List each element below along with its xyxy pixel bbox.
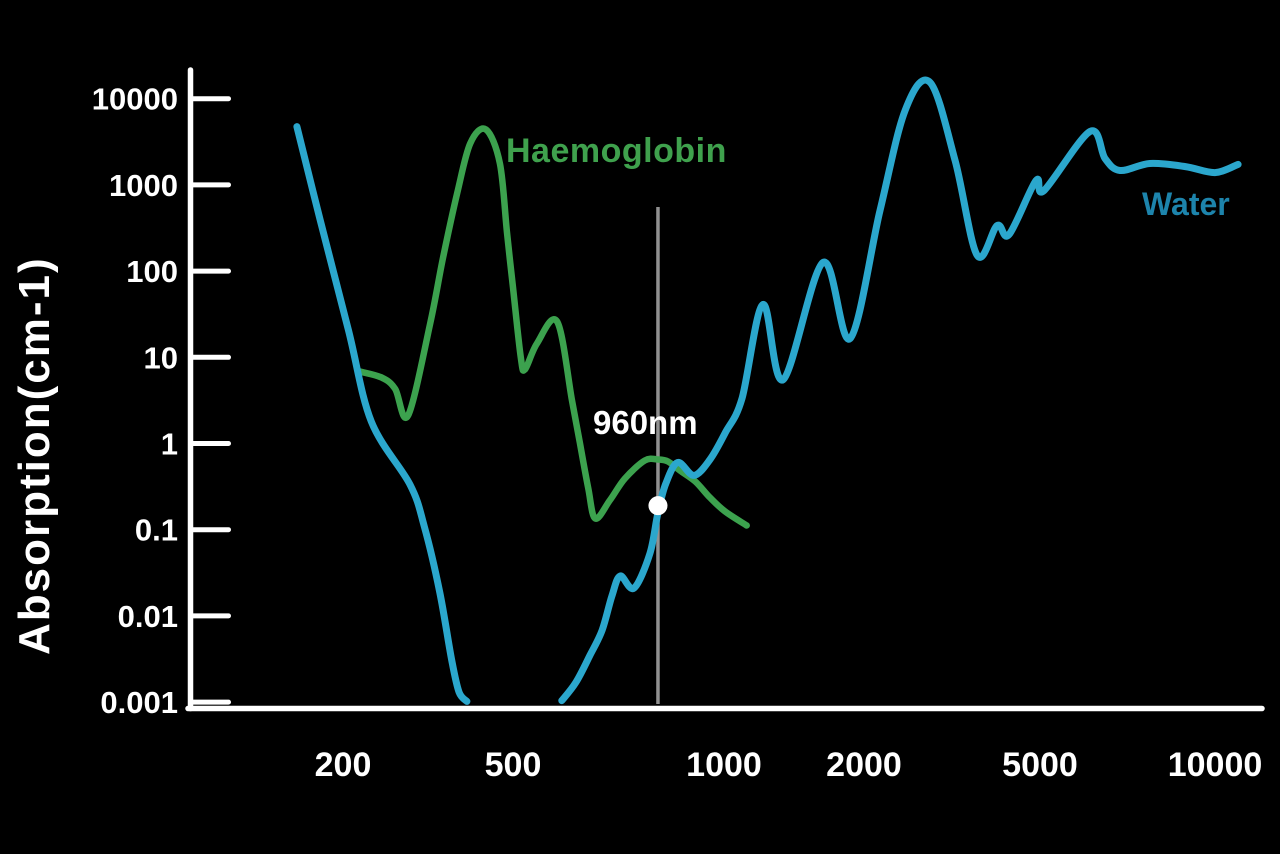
x-tick-label: 500 bbox=[485, 746, 542, 784]
x-tick-label: 200 bbox=[315, 746, 372, 784]
x-tick-label: 2000 bbox=[826, 746, 902, 784]
y-tick-label: 1000 bbox=[109, 168, 178, 203]
wavelength-annotation-label: 960nm bbox=[593, 404, 698, 441]
x-tick-label: 1000 bbox=[686, 746, 762, 784]
y-tick-label: 100 bbox=[126, 254, 178, 289]
y-axis-title: Absorption(cm-1) bbox=[10, 256, 59, 655]
x-tick-label: 5000 bbox=[1002, 746, 1078, 784]
y-tick-label: 0.1 bbox=[135, 513, 178, 548]
haemoglobin-curve bbox=[356, 125, 750, 529]
y-tick-label: 0.001 bbox=[100, 685, 178, 720]
y-tick-label: 10 bbox=[144, 340, 178, 375]
water-curve bbox=[293, 123, 471, 705]
y-tick-label: 1 bbox=[161, 427, 178, 462]
water-series-label: Water bbox=[1142, 186, 1230, 222]
y-tick-label: 10000 bbox=[92, 82, 178, 117]
y-tick-label: 0.01 bbox=[118, 599, 178, 634]
water-curve bbox=[558, 76, 1242, 705]
haemoglobin-series-label: Haemoglobin bbox=[506, 132, 727, 170]
annotation-marker-dot bbox=[648, 496, 668, 516]
x-tick-label: 10000 bbox=[1168, 746, 1263, 784]
